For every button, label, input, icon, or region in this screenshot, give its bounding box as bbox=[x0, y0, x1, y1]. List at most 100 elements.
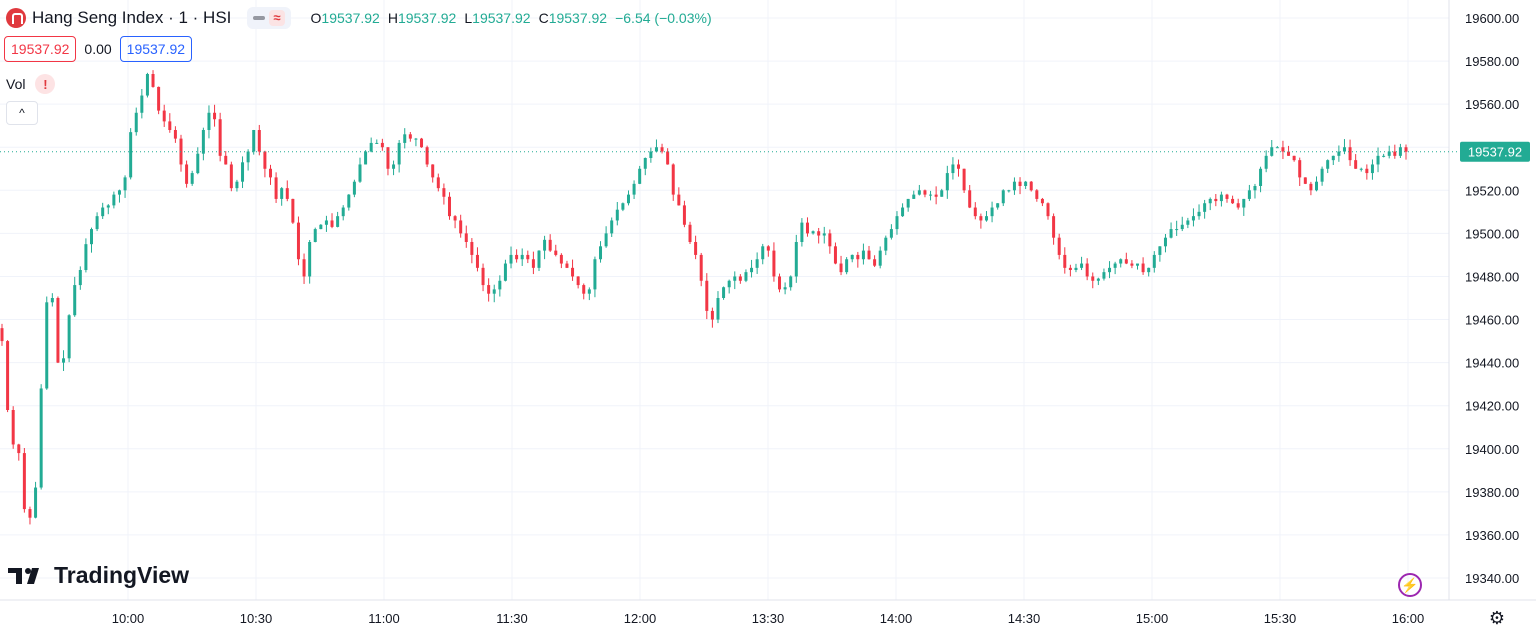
candle-body bbox=[822, 233, 826, 236]
candle-body bbox=[1057, 237, 1061, 255]
candle-body bbox=[1337, 151, 1341, 156]
sell-price-button[interactable]: 19537.92 bbox=[4, 36, 77, 62]
candle-body bbox=[509, 254, 513, 264]
candle-body bbox=[330, 220, 334, 227]
price-tick-label: 19340.00 bbox=[1465, 571, 1519, 586]
candle-body bbox=[0, 328, 4, 342]
candle-body bbox=[358, 164, 362, 182]
candle-body bbox=[761, 246, 765, 260]
candle-body bbox=[599, 246, 603, 260]
candle-body bbox=[56, 298, 60, 363]
candle-body bbox=[1376, 155, 1380, 165]
candle-body bbox=[151, 74, 155, 87]
hsi-logo-icon bbox=[6, 8, 26, 28]
brand-name: TradingView bbox=[54, 562, 190, 588]
candle-body bbox=[984, 216, 988, 221]
candle-body bbox=[1152, 254, 1156, 268]
candle-body bbox=[73, 285, 77, 316]
candle-body bbox=[1080, 263, 1084, 268]
time-tick-label: 13:30 bbox=[752, 611, 785, 626]
candle-body bbox=[34, 487, 38, 518]
candle-body bbox=[302, 259, 306, 277]
candle-body bbox=[660, 147, 664, 152]
time-axis[interactable]: 10:00 10:30 11:00 11:30 12:00 13:30 14:00 14:30… bbox=[112, 611, 1425, 626]
price-tick-label: 19480.00 bbox=[1465, 269, 1519, 284]
candle-body bbox=[319, 224, 323, 230]
candle-body bbox=[431, 164, 435, 178]
time-tick-label: 11:00 bbox=[368, 611, 400, 626]
candle-body bbox=[1035, 190, 1039, 199]
symbol-legend[interactable]: Hang Seng Index · 1 · HSI ≈ O19537.92 H1… bbox=[6, 6, 712, 30]
buy-price-button[interactable]: 19537.92 bbox=[119, 36, 193, 62]
candle-body bbox=[22, 453, 26, 510]
candle-body bbox=[705, 280, 709, 311]
candle-body bbox=[632, 183, 636, 195]
tradingview-logo-icon bbox=[8, 567, 39, 584]
candle-body bbox=[235, 181, 239, 189]
candle-body bbox=[1001, 190, 1005, 204]
line-style-icon bbox=[253, 16, 266, 20]
price-boxes: 19537.92 0.00 19537.92 bbox=[4, 36, 193, 62]
candle-body bbox=[1354, 160, 1358, 169]
lightning-icon[interactable]: ⚡ bbox=[1398, 573, 1422, 597]
candle-body bbox=[621, 203, 625, 210]
settings-gear-icon[interactable]: ⚙ bbox=[1488, 607, 1506, 628]
candle-body bbox=[867, 250, 871, 260]
candle-body bbox=[694, 242, 698, 255]
candle-body bbox=[800, 222, 804, 242]
volume-label: Vol bbox=[6, 76, 26, 92]
candle-body bbox=[168, 121, 172, 130]
candle-body bbox=[1052, 216, 1056, 238]
candle-body bbox=[1253, 186, 1257, 191]
candle-body bbox=[727, 280, 731, 288]
candle-body bbox=[263, 151, 267, 169]
candle-body bbox=[1068, 267, 1072, 270]
candle-body bbox=[106, 205, 110, 208]
candle-body bbox=[666, 151, 670, 165]
candle-body bbox=[1320, 168, 1324, 182]
candle-body bbox=[1130, 263, 1134, 266]
volume-legend[interactable]: Vol ! bbox=[6, 74, 56, 94]
candle-body bbox=[940, 190, 944, 197]
candle-body bbox=[1287, 151, 1291, 156]
candle-body bbox=[996, 203, 1000, 208]
tradingview-logo[interactable]: TradingView bbox=[8, 562, 189, 589]
candle-body bbox=[654, 147, 658, 152]
candle-body bbox=[682, 205, 686, 225]
candle-body bbox=[112, 194, 116, 206]
candle-body bbox=[498, 280, 502, 290]
candle-body bbox=[1236, 203, 1240, 208]
candle-body bbox=[487, 285, 491, 294]
candle-body bbox=[554, 250, 558, 255]
candle-body bbox=[67, 315, 71, 359]
candle-body bbox=[162, 110, 166, 122]
price-axis[interactable]: 19340.00 19360.00 19380.00 19400.00 19420.00… bbox=[1465, 11, 1519, 586]
candle-body bbox=[403, 134, 407, 143]
candle-body bbox=[677, 194, 681, 206]
candle-body bbox=[1303, 177, 1307, 184]
candle-body bbox=[973, 207, 977, 217]
candle-body bbox=[766, 246, 770, 251]
candle-body bbox=[1326, 160, 1330, 169]
last-price-label: 19537.92 bbox=[1460, 141, 1530, 162]
candle-body bbox=[906, 198, 910, 208]
price-tick-label: 19360.00 bbox=[1465, 528, 1519, 543]
candle-body bbox=[1275, 147, 1279, 149]
symbol-title[interactable]: Hang Seng Index · 1 · HSI bbox=[32, 8, 232, 27]
candle-body bbox=[531, 259, 535, 268]
price-tick-label: 19560.00 bbox=[1465, 97, 1519, 112]
time-tick-label: 15:30 bbox=[1264, 611, 1297, 626]
series-style-pill[interactable]: ≈ bbox=[247, 7, 291, 29]
warning-icon[interactable]: ! bbox=[35, 74, 56, 94]
price-tick-label: 19460.00 bbox=[1465, 313, 1519, 328]
candle-body bbox=[347, 194, 351, 208]
candle-body bbox=[1225, 194, 1229, 199]
candle-body bbox=[515, 254, 519, 260]
price-tick-label: 19400.00 bbox=[1465, 442, 1519, 457]
candle-body bbox=[213, 112, 217, 120]
candle-body bbox=[1382, 155, 1386, 157]
candle-body bbox=[257, 130, 261, 152]
candle-body bbox=[207, 112, 211, 130]
collapse-legend-button[interactable]: ^ bbox=[6, 101, 38, 125]
